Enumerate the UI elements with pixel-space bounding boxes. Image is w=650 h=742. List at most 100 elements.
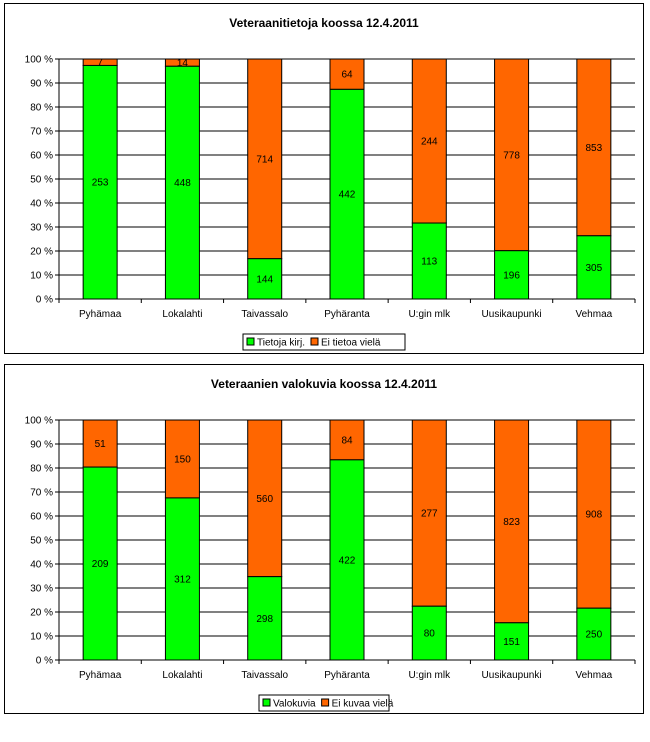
data-label: 209 [92, 559, 109, 570]
legend-label: Tietoja kirj. [257, 338, 305, 349]
x-tick-label: U:gin mlk [408, 670, 451, 681]
y-tick-label: 30 % [30, 584, 53, 595]
y-tick-label: 0 % [36, 295, 53, 306]
data-label: 305 [586, 263, 603, 274]
y-tick-label: 50 % [30, 536, 53, 547]
x-tick-label: U:gin mlk [408, 309, 451, 320]
y-tick-label: 70 % [30, 488, 53, 499]
bar-segment-ei-kuvaa-viel- [82, 419, 118, 468]
x-tick-label: Lokalahti [162, 670, 202, 681]
x-tick-label: Pyhämaa [79, 309, 122, 320]
y-tick-label: 40 % [30, 199, 53, 210]
y-tick-label: 90 % [30, 440, 53, 451]
data-label: 312 [174, 574, 191, 585]
bar-segment-valokuvia [494, 622, 530, 661]
data-label: 151 [503, 637, 520, 648]
x-tick-label: Taivassalo [241, 309, 288, 320]
bar-segment-tietoja-kirj- [82, 64, 118, 300]
bar-segment-ei-tietoa-viel- [576, 58, 612, 237]
chart-title: Veteraanien valokuvia koossa 12.4.2011 [211, 377, 437, 391]
bar-segment-valokuvia [82, 466, 118, 661]
y-tick-label: 10 % [30, 632, 53, 643]
bar-segment-ei-tietoa-viel- [247, 58, 283, 260]
y-tick-label: 20 % [30, 247, 53, 258]
data-label: 277 [421, 509, 438, 520]
data-label: 150 [174, 454, 191, 465]
y-tick-label: 100 % [25, 55, 53, 66]
data-label: 244 [421, 137, 438, 148]
legend-box [242, 333, 406, 351]
data-label: 714 [256, 154, 273, 165]
bar-segment-valokuvia [164, 497, 200, 661]
y-tick-label: 60 % [30, 512, 53, 523]
chart-veteran-info: Veteraanitietoja koossa 12.4.2011 0 % 10 … [25, 16, 636, 351]
data-label: 7 [97, 58, 103, 69]
y-tick-label: 80 % [30, 103, 53, 114]
bar-segment-valokuvia [576, 607, 612, 661]
data-label: 253 [92, 178, 109, 189]
data-label: 14 [177, 58, 189, 69]
bar-segment-valokuvia [247, 576, 283, 661]
data-label: 560 [256, 494, 273, 505]
y-tick-label: 0 % [36, 656, 53, 667]
y-tick-label: 40 % [30, 560, 53, 571]
data-label: 84 [341, 435, 353, 446]
data-label: 298 [256, 614, 273, 625]
legend-swatch [310, 337, 319, 346]
y-tick-label: 70 % [30, 127, 53, 138]
chart-panel-veteran-photos: Veteraanien valokuvia koossa 12.4.2011 0… [4, 364, 644, 714]
data-label: 442 [339, 190, 356, 201]
data-label: 778 [503, 150, 520, 161]
bar-segment-tietoja-kirj- [411, 222, 447, 300]
x-tick-label: Pyhäranta [324, 309, 370, 320]
y-tick-label: 10 % [30, 271, 53, 282]
bar-segment-ei-kuvaa-viel- [329, 419, 365, 461]
x-tick-label: Taivassalo [241, 670, 288, 681]
x-tick-label: Uusikaupunki [482, 309, 542, 320]
y-tick-label: 20 % [30, 608, 53, 619]
data-label: 80 [424, 629, 436, 640]
data-label: 448 [174, 178, 191, 189]
bar-segment-valokuvia [411, 605, 447, 661]
bar-segment-tietoja-kirj- [494, 250, 530, 300]
bar-segment-tietoja-kirj- [329, 88, 365, 300]
legend-label: Ei tietoa vielä [321, 338, 381, 349]
legend-label: Ei kuvaa vielä [332, 699, 394, 710]
data-label: 51 [95, 439, 107, 450]
bar-segment-ei-kuvaa-viel- [411, 419, 447, 607]
y-tick-label: 100 % [25, 416, 53, 427]
data-label: 144 [256, 274, 273, 285]
data-label: 64 [341, 70, 353, 81]
legend-swatch [321, 698, 330, 707]
x-tick-label: Lokalahti [162, 309, 202, 320]
x-tick-label: Vehmaa [576, 670, 613, 681]
chart-title: Veteraanitietoja koossa 12.4.2011 [229, 16, 419, 30]
y-tick-label: 60 % [30, 151, 53, 162]
bar-segment-ei-kuvaa-viel- [494, 419, 530, 624]
data-label: 853 [586, 143, 603, 154]
legend-swatch [246, 337, 255, 346]
chart-veteran-photos: Veteraanien valokuvia koossa 12.4.2011 0… [25, 377, 636, 712]
y-tick-label: 90 % [30, 79, 53, 90]
bar-segment-ei-tietoa-viel- [411, 58, 447, 224]
legend-swatch [262, 698, 271, 707]
bar-segment-valokuvia [329, 459, 365, 661]
x-tick-label: Uusikaupunki [482, 670, 542, 681]
data-label: 113 [421, 257, 437, 268]
bar-segment-tietoja-kirj- [164, 65, 200, 300]
data-label: 250 [586, 630, 603, 641]
bar-segment-tietoja-kirj- [576, 235, 612, 300]
data-label: 196 [503, 270, 520, 281]
data-label: 422 [339, 555, 356, 566]
x-tick-label: Pyhämaa [79, 670, 122, 681]
data-label: 823 [503, 517, 520, 528]
x-tick-label: Pyhäranta [324, 670, 370, 681]
y-tick-label: 30 % [30, 223, 53, 234]
data-label: 908 [586, 510, 603, 521]
bar-segment-tietoja-kirj- [247, 258, 283, 300]
x-tick-label: Vehmaa [576, 309, 613, 320]
bar-segment-ei-kuvaa-viel- [247, 419, 283, 578]
chart-panel-veteran-info: Veteraanitietoja koossa 12.4.2011 0 % 10 … [4, 3, 644, 354]
bar-segment-ei-kuvaa-viel- [164, 419, 200, 499]
y-tick-label: 80 % [30, 464, 53, 475]
